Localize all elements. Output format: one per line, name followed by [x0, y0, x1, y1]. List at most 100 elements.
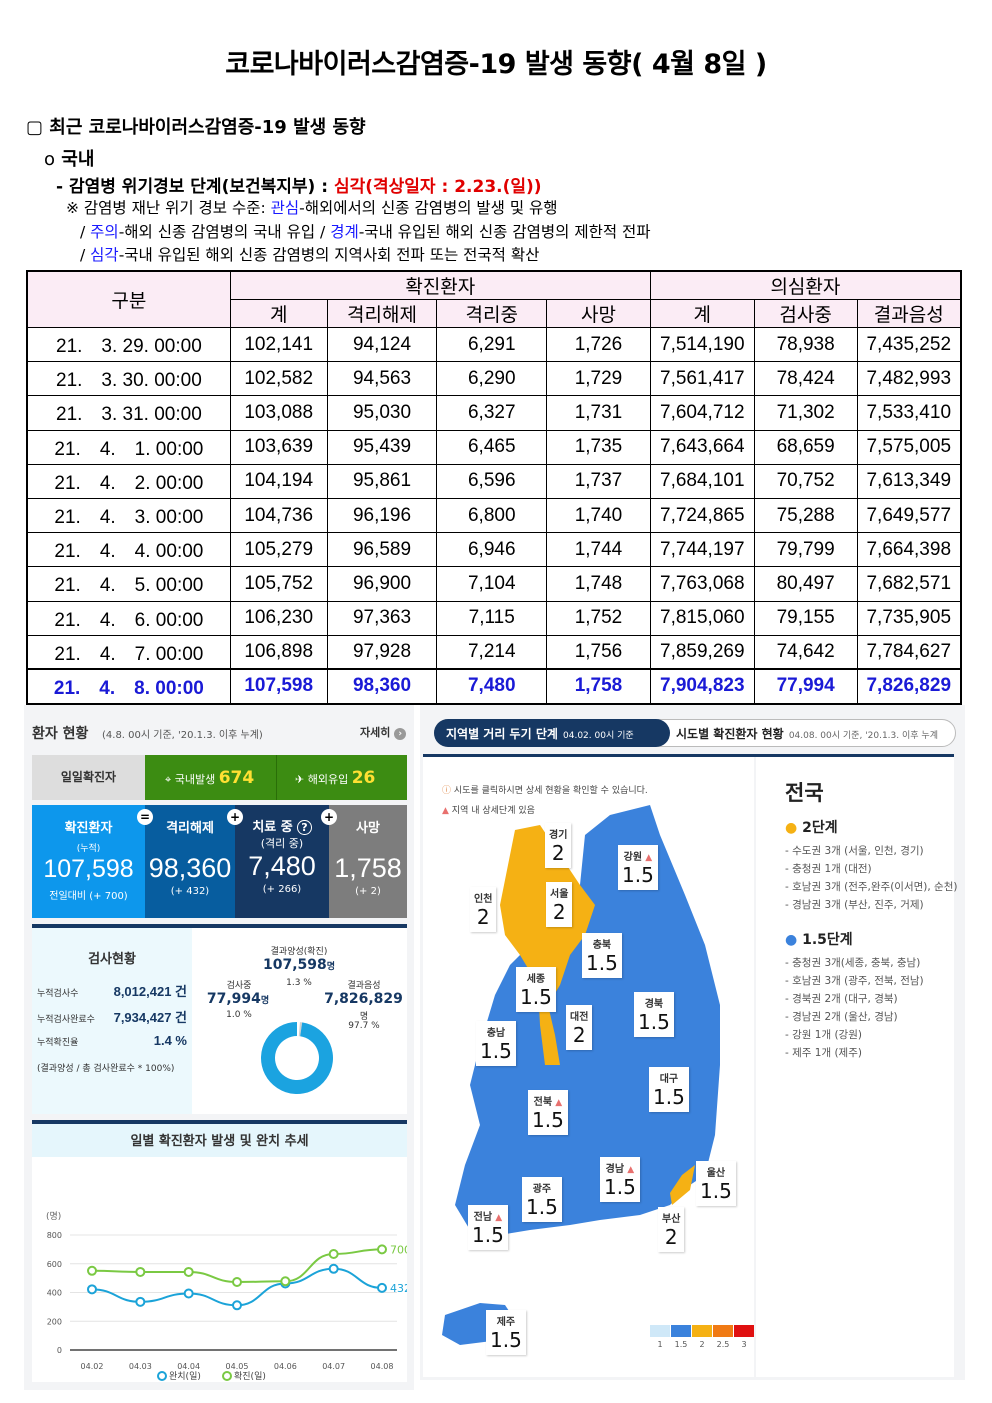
- date-cell: 21. 4. 8. 00:00: [26, 668, 231, 705]
- map-region-label[interactable]: 제주 1.5: [486, 1310, 526, 1355]
- level-list-item: - 강원 1개 (강원): [785, 1029, 862, 1041]
- test-value: 8,012,421 건: [113, 984, 187, 999]
- region-level: 1.5: [622, 863, 654, 887]
- value-cell: 1,737: [546, 463, 651, 499]
- treating-label: 치료 중: [252, 820, 293, 835]
- data-point: [232, 1300, 242, 1311]
- map-region-label[interactable]: 강원 ▲ 1.5: [618, 845, 658, 890]
- map-region-label[interactable]: 부산 2: [658, 1207, 685, 1252]
- released-delta: (+ 432): [170, 886, 210, 897]
- region-level: 2: [476, 905, 490, 929]
- map-region-label[interactable]: 대전 2: [566, 1005, 593, 1050]
- map-region-label[interactable]: 서울 2: [546, 882, 573, 927]
- treating-card: 치료 중 ? (격리 중) 7,480 (+ 266): [235, 805, 329, 918]
- level-list-item: - 수도권 3개 (서울, 인천, 경기): [785, 845, 924, 857]
- scale-swatch: [713, 1325, 733, 1337]
- map-region-label[interactable]: 전남 ▲ 1.5: [468, 1205, 508, 1250]
- map-region-label[interactable]: 경기 2: [545, 823, 572, 868]
- scale-label: 2.5: [716, 1340, 730, 1349]
- treating-value: 7,480: [248, 851, 316, 881]
- value-cell: 106,230: [229, 600, 328, 636]
- value-cell: 79,799: [753, 532, 858, 568]
- level-list-item: - 제주 1개 (제주): [785, 1047, 862, 1059]
- region-level: 1.5: [586, 951, 618, 975]
- region-name: 부산: [662, 1214, 681, 1225]
- date-cell: 21. 4. 3. 00:00: [26, 497, 231, 534]
- legend-marker: [157, 1371, 167, 1381]
- panel-title: 환자 현황: [32, 726, 89, 742]
- unit: 명: [359, 1012, 369, 1022]
- scale-item: 1: [650, 1325, 670, 1349]
- map-region-label[interactable]: 전북 ▲ 1.5: [528, 1090, 568, 1135]
- date-cell: 21. 4. 2. 00:00: [26, 463, 231, 499]
- column-header: 결과음성: [856, 299, 962, 328]
- date-cell: 21. 3. 29. 00:00: [26, 326, 231, 363]
- more-link[interactable]: 자세히 ›: [360, 724, 407, 740]
- scale-swatch: [671, 1325, 691, 1337]
- death-label: 사망: [356, 821, 380, 836]
- note-line: / 주의-해외 신종 감염병의 국내 유입 / 경계-국내 유입된 해외 신종 …: [80, 223, 651, 241]
- death-value: 1,758: [334, 853, 402, 883]
- value-cell: 97,928: [326, 634, 438, 670]
- value-cell: 7,682,571: [856, 566, 962, 602]
- warning-triangle-icon: ▲: [442, 806, 449, 816]
- value-cell: 6,327: [436, 395, 548, 431]
- plus-icon: +: [227, 809, 243, 825]
- value-cell: 70,752: [753, 463, 858, 499]
- date-cell: 21. 4. 6. 00:00: [26, 600, 231, 636]
- note-line: / 심각-국내 유입된 해외 신종 감염병의 지역사회 전파 또는 전국적 확산: [80, 246, 540, 264]
- value-cell: 7,514,190: [649, 326, 755, 363]
- test-label: 누적확진율: [37, 1038, 79, 1048]
- map-region-label[interactable]: 경북 1.5: [634, 992, 674, 1037]
- value-cell: 106,898: [229, 634, 328, 670]
- confirmed-label: 확진환자: [64, 821, 113, 836]
- treating-delta: (+ 266): [262, 884, 302, 895]
- tab-confirmed-by-region[interactable]: 시도별 확진환자 현황 04.08. 00시 기준, '20.1.3. 이후 누…: [676, 719, 938, 750]
- help-icon[interactable]: ?: [297, 820, 312, 835]
- data-point: [183, 1266, 194, 1277]
- tab-date: 04.02. 00시 기준: [563, 731, 634, 741]
- map-region-label[interactable]: 대구 1.5: [649, 1067, 689, 1112]
- value-cell: 7,784,627: [856, 634, 962, 670]
- tab-distancing[interactable]: 지역별 거리 두기 단계 04.02. 00시 기준: [434, 719, 670, 747]
- value-cell: 7,684,101: [649, 463, 755, 499]
- date-cell: 21. 4. 4. 00:00: [26, 532, 231, 568]
- region-name: 서울: [550, 889, 569, 900]
- map-region-label[interactable]: 충남 1.5: [476, 1021, 516, 1066]
- region-name: 충북: [592, 940, 612, 951]
- scale-swatch: [650, 1325, 670, 1337]
- scale-swatch: [734, 1325, 754, 1337]
- value-cell: 96,900: [326, 566, 438, 602]
- scale-label: 3: [741, 1340, 747, 1349]
- level-name: 관심: [270, 199, 300, 217]
- map-region-label[interactable]: 울산 1.5: [696, 1161, 736, 1206]
- value-cell: 102,141: [229, 326, 328, 363]
- map-region-label[interactable]: 충북 1.5: [582, 933, 622, 978]
- date-cell: 21. 3. 30. 00:00: [26, 361, 231, 397]
- value-cell: 105,279: [229, 532, 328, 568]
- alert-line: - 감염병 위기경보 단계(보건복지부) : 심각(격상일자 : 2.23.(일…: [56, 172, 542, 197]
- y-tick-label: 600: [47, 1260, 62, 1269]
- confirmed-delta: 전일대비 (+ 700): [49, 891, 128, 902]
- treating-sub: (격리 중): [260, 837, 304, 850]
- date-cell: 21. 4. 1. 00:00: [26, 429, 231, 465]
- level15-title: 1.5단계: [802, 932, 853, 948]
- positive-pct: 1.3 %: [286, 978, 312, 988]
- map-region-label[interactable]: 세종 1.5: [516, 967, 556, 1012]
- domestic-value: 674: [218, 768, 255, 788]
- value-cell: 103,088: [229, 395, 328, 431]
- level-desc: -국내 유입된 해외 신종 감염병의 제한적 전파: [358, 223, 651, 241]
- end-label: 700: [390, 1243, 407, 1256]
- level2-title: 2단계: [802, 820, 838, 836]
- value-cell: 1,735: [546, 429, 651, 465]
- scale-label: 2: [699, 1340, 705, 1349]
- x-tick-label: 04.05: [226, 1362, 249, 1371]
- region-level: 2: [664, 1225, 678, 1249]
- data-point: [377, 1282, 387, 1293]
- map-region-label[interactable]: 인천 2: [470, 887, 497, 932]
- map-region-label[interactable]: 경남 ▲ 1.5: [600, 1157, 640, 1202]
- value-cell: 1,758: [546, 668, 651, 705]
- tab-label: 시도별 확진환자 현황: [676, 727, 784, 741]
- map-region-label[interactable]: 광주 1.5: [522, 1177, 562, 1222]
- region-name: 세종: [526, 974, 546, 985]
